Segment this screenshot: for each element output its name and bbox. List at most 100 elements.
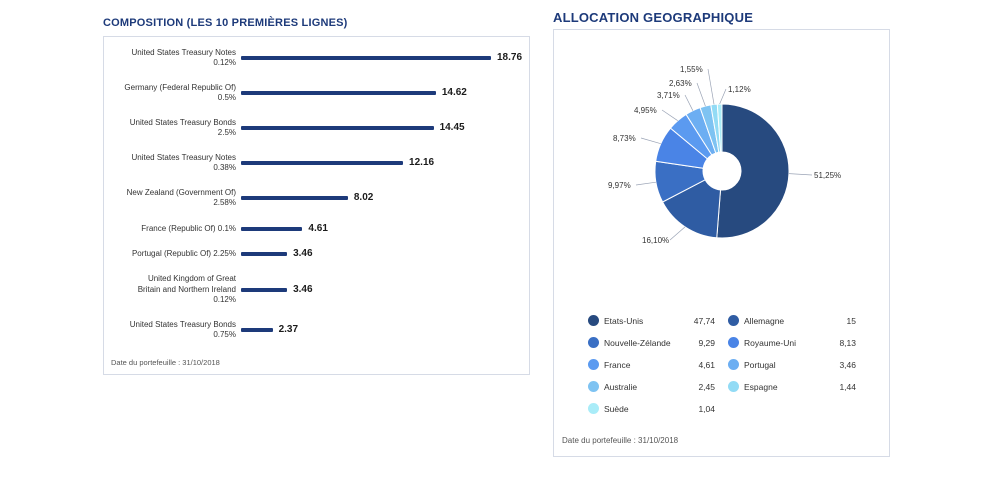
composition-portfolio-date: Date du portefeuille : 31/10/2018: [111, 358, 220, 367]
geo-donut-chart: 51,25% 16,10% 9,97% 8,73% 4,95%3,71% 2,63% 1,5…: [608, 65, 841, 245]
legend-color-dot: [588, 315, 599, 326]
legend-name: Allemagne: [744, 316, 785, 326]
bar-label-line: United States Treasury Bonds: [129, 319, 236, 329]
legend-value: 15: [846, 316, 856, 326]
donut-leader-line: [707, 68, 715, 105]
bar-label: New Zealand (Government Of) 2.58%: [96, 188, 236, 209]
legend-item: Nouvelle-Zélande 9,29: [588, 335, 715, 351]
bar-label-line: 0.38%: [213, 163, 236, 172]
legend-color-dot: [588, 381, 599, 392]
bar-label-line: 0.12%: [213, 58, 236, 67]
donut-leader-line: [640, 137, 661, 145]
bar-value-label: 18.76: [497, 52, 523, 63]
legend-value: 8,13: [839, 338, 856, 348]
donut-slice-label: 51,25%: [814, 171, 841, 180]
donut-leader-line: [635, 181, 656, 186]
legend-item: Allemagne 15: [728, 313, 856, 329]
legend-name: Suède: [604, 404, 629, 414]
bar: [241, 161, 404, 165]
legend-item: Australie 2,45: [588, 379, 715, 395]
legend-item: France 4,61: [588, 357, 715, 373]
bar-label-line: United States Treasury Notes: [131, 47, 237, 57]
legend-value: 4,61: [698, 360, 715, 370]
legend-color-dot: [728, 359, 739, 370]
geo-allocation-title: ALLOCATION GEOGRAPHIQUE: [553, 10, 754, 25]
bar-label-line: United States Treasury Notes: [131, 152, 237, 162]
legend-color-dot: [728, 337, 739, 348]
bar-label: France (Republic Of) 0.1%: [96, 224, 236, 235]
legend-item: Portugal 3,46: [728, 357, 856, 373]
donut-slice-label: 1,12%: [728, 85, 751, 94]
bar-label-line: Britain and Northern Ireland: [137, 284, 236, 294]
donut-slice: [716, 103, 790, 239]
legend-name: Etats-Unis: [604, 316, 644, 326]
bar-label-line: Portugal (Republic Of) 2.25%: [131, 248, 236, 258]
donut-slice-label: 3,71%: [657, 91, 680, 100]
bar-label-line: 2.5%: [217, 128, 236, 137]
bar-label: Germany (Federal Republic Of) 0.5%: [96, 83, 236, 104]
bar-label: United States Treasury Notes 0.38%: [96, 152, 237, 174]
donut-slice: [716, 103, 723, 153]
bar-label: United States Treasury Bonds 0.75%: [96, 320, 236, 341]
bar-value-label: 4.61: [308, 223, 328, 234]
bar-value-label: 14.45: [439, 122, 465, 133]
bar-value-label: 2.37: [278, 324, 299, 335]
donut-leader-line: [684, 94, 694, 111]
legend-name: Espagne: [744, 382, 778, 392]
bar-value-label: 3.46: [293, 284, 313, 295]
legend-name: Nouvelle-Zélande: [604, 338, 671, 348]
bar-label-line: Germany (Federal Republic Of): [124, 82, 236, 92]
bar-label: United Kingdom of Great Britain and North…: [96, 274, 236, 306]
bar: [241, 227, 303, 231]
bar-label-line: United Kingdom of Great: [147, 274, 236, 284]
bar-value-label: 14.62: [441, 87, 467, 98]
legend-color-dot: [728, 315, 739, 326]
donut-slice-label: 2,63%: [669, 79, 692, 88]
bar-label-line: 0.12%: [213, 295, 236, 305]
legend-color-dot: [588, 403, 599, 414]
legend-name: Australie: [604, 382, 638, 392]
bar-label: Portugal (Republic Of) 2.25%: [96, 249, 236, 260]
donut-leader-line: [719, 88, 727, 105]
bar: [241, 328, 273, 332]
bar-label-line: 0.5%: [217, 93, 236, 102]
legend-color-dot: [728, 381, 739, 392]
legend-item: Suède 1,04: [588, 401, 715, 417]
donut-leader-line: [696, 82, 706, 107]
donut-slice-label: 9,97%: [608, 181, 631, 190]
donut-leader-line: [788, 173, 813, 176]
bar-label: United States Treasury Bonds 2.5%: [96, 118, 236, 139]
bar: [241, 91, 436, 95]
donut-leader-line: [661, 109, 678, 121]
bar: [241, 196, 348, 200]
donut-slice-label: 16,10%: [642, 236, 669, 245]
bar-value-label: 3.46: [293, 248, 313, 259]
donut-leader-line: [669, 226, 686, 241]
bar: [241, 126, 434, 130]
legend-item: Royaume-Uni 8,13: [728, 335, 856, 351]
legend-item: Espagne 1,44: [728, 379, 856, 395]
donut-slice-label: 8,73%: [613, 134, 636, 143]
bar-label-line: United States Treasury Bonds: [129, 117, 236, 127]
bar-value-label: 12.16: [409, 157, 435, 168]
composition-chart-card: United States Treasury Notes 0.12% 18.76 Ge…: [103, 36, 530, 375]
bar-label-line: 2.58%: [213, 198, 236, 207]
bar: [241, 56, 491, 60]
bar-label-line: New Zealand (Government Of): [126, 187, 236, 197]
legend-name: France: [604, 360, 631, 370]
geo-allocation-card: 51,25% 16,10% 9,97% 8,73% 4,95% 3,71% 2,63% 1,5…: [553, 29, 890, 457]
legend-value: 3,46: [839, 360, 856, 370]
legend-item: Etats-Unis 47,74: [588, 313, 715, 329]
composition-title: COMPOSITION (LES 10 PREMIÈRES LIGNES): [103, 17, 348, 29]
bar-label: United States Treasury Notes 0.12%: [96, 47, 237, 69]
legend-color-dot: [588, 337, 599, 348]
legend-name: Royaume-Uni: [744, 338, 796, 348]
geo-portfolio-date: Date du portefeuille : 31/10/2018: [562, 436, 679, 445]
donut-slice-label: 1,55%: [680, 65, 703, 74]
bar-label-line: France (Republic Of) 0.1%: [141, 223, 236, 233]
legend-value: 9,29: [698, 338, 715, 348]
legend-value: 47,74: [693, 316, 715, 326]
bar-value-label: 8.02: [353, 192, 374, 203]
bar: [241, 288, 288, 292]
legend-value: 1,04: [698, 404, 715, 414]
